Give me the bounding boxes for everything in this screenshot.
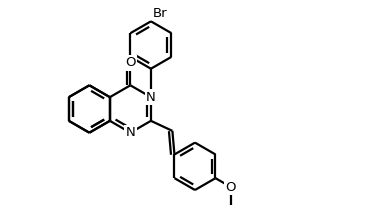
Text: N: N bbox=[146, 91, 156, 104]
Text: Br: Br bbox=[153, 7, 168, 20]
Text: N: N bbox=[125, 126, 135, 139]
Text: O: O bbox=[226, 181, 236, 194]
Text: O: O bbox=[125, 56, 136, 70]
